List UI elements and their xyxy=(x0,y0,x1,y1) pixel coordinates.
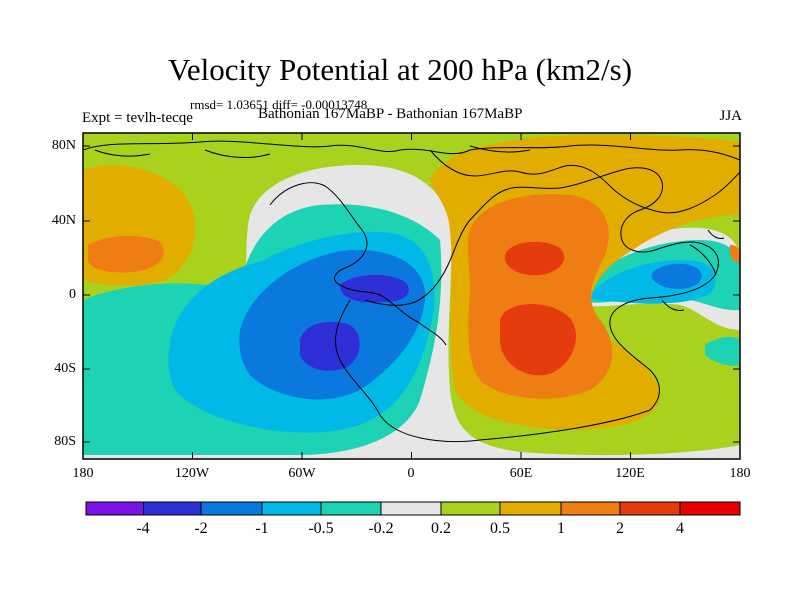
colorbar-label: -2 xyxy=(194,520,208,537)
x-tick-label: 120W xyxy=(174,466,210,481)
colorbar xyxy=(85,501,741,516)
x-tick-label: 120E xyxy=(615,466,645,481)
colorbar-label: 1 xyxy=(557,520,565,537)
y-tick-label: 0 xyxy=(69,287,76,302)
x-tick-label: 180 xyxy=(72,466,94,481)
colorbar-swatch-02-05 xyxy=(440,501,501,516)
x-tick-label: 60W xyxy=(288,466,316,481)
y-tick-label: 80S xyxy=(54,434,76,449)
colorbar-swatch-m1-m05 xyxy=(261,501,322,516)
field-band-neg-4-2-north xyxy=(340,274,409,303)
experiment-label: Expt = tevlh-tecqe xyxy=(82,110,193,126)
y-tick-label: 40N xyxy=(51,213,76,228)
colorbar-label: 0.2 xyxy=(431,520,451,537)
colorbar-label: -1 xyxy=(255,520,269,537)
field-band-pos-1-2-edge xyxy=(729,245,740,263)
continent-outlines xyxy=(83,140,740,443)
gondwana-outline xyxy=(334,167,719,443)
colorbar-label: 4 xyxy=(676,520,684,537)
field-band-neg-4-2-south xyxy=(300,321,360,371)
east-asia-islands xyxy=(661,229,725,311)
period-label: Bathonian 167MaBP - Bathonian 167MaBP xyxy=(258,106,523,122)
asia-outline xyxy=(429,149,740,214)
colorbar-swatch-lt-m4 xyxy=(85,501,144,516)
colorbar-swatch-m2-m1 xyxy=(200,501,263,516)
colorbar-label: -0.5 xyxy=(308,520,334,537)
colorbar-swatch-1-2 xyxy=(560,501,621,516)
colorbar-label: -4 xyxy=(136,520,150,537)
field-band-neg-se xyxy=(705,336,740,366)
x-tick-label: 60E xyxy=(509,466,533,481)
colorbar-swatch-m05-m02 xyxy=(320,501,382,516)
colorbar-swatch-gt-4 xyxy=(679,501,741,516)
y-tick-label: 80N xyxy=(51,138,76,153)
field-band-neg-2-1-east xyxy=(651,263,702,289)
field-band-pos-2-4-south xyxy=(500,303,576,376)
colorbar-label: 0.5 xyxy=(490,520,510,537)
y-tick-label: 40S xyxy=(54,361,76,376)
field-band-pos-2-4-north xyxy=(504,241,565,276)
season-label: JJA xyxy=(719,108,742,124)
colorbar-swatch-m02-02 xyxy=(380,501,442,516)
chart-title: Velocity Potential at 200 hPa (km2/s) xyxy=(167,52,633,87)
x-tick-label: 0 xyxy=(407,466,415,481)
laurasia-west-outline xyxy=(269,182,447,346)
colorbar-label: 2 xyxy=(616,520,624,537)
stats-label: rmsd= 1.03651 diff= -0.00013748 xyxy=(190,97,368,112)
colorbar-swatch-2-4 xyxy=(619,501,681,516)
field-band-pos-1-2-west xyxy=(88,235,164,273)
colorbar-label: -0.2 xyxy=(368,520,394,537)
axis-ticks xyxy=(82,133,741,459)
colorbar-swatch-m4-m2 xyxy=(143,501,202,516)
colorbar-swatch-05-1 xyxy=(499,501,562,516)
arctic-islands xyxy=(94,145,531,158)
x-tick-label: 180 xyxy=(729,466,751,481)
velocity-potential-field xyxy=(83,133,740,459)
